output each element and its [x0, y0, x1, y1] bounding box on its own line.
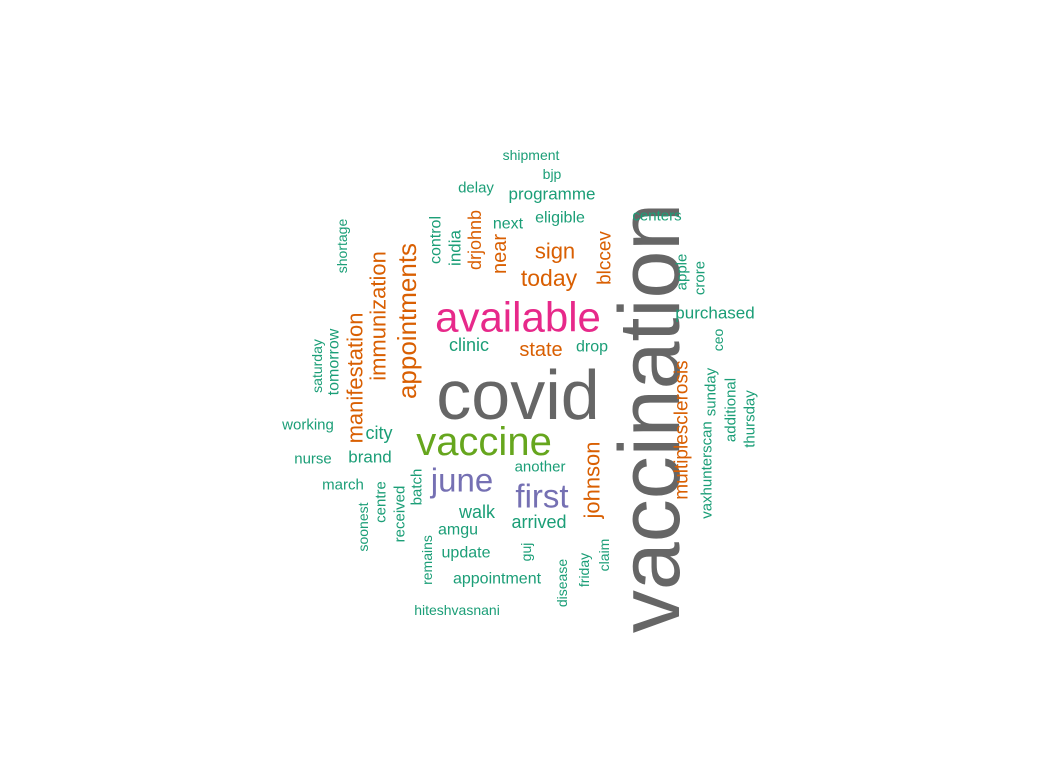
word-thursday: thursday	[742, 390, 759, 448]
word-remains: remains	[419, 535, 435, 585]
word-batch: batch	[409, 469, 426, 506]
word-hiteshvasnani: hiteshvasnani	[414, 602, 500, 618]
word-tomorrow: tomorrow	[326, 328, 343, 395]
word-vaccine: vaccine	[416, 420, 552, 464]
word-crore: crore	[692, 261, 709, 295]
word-available: available	[435, 294, 601, 341]
word-vaccination: vaccination	[602, 203, 698, 633]
word-march: march	[322, 477, 364, 494]
word-johnson: johnson	[580, 441, 605, 519]
word-drjohnb: drjohnb	[465, 210, 485, 270]
word-additional: additional	[723, 378, 740, 442]
word-nurse: nurse	[294, 451, 332, 468]
word-brand: brand	[348, 448, 391, 467]
word-amgu: amgu	[438, 522, 478, 539]
word-disease: disease	[554, 559, 570, 607]
word-multiplesclerosis: multiplesclerosis	[672, 360, 693, 499]
word-purchased: purchased	[675, 304, 754, 323]
word-immunization: immunization	[366, 251, 391, 381]
word-programme: programme	[509, 185, 596, 204]
word-arrived: arrived	[511, 512, 566, 532]
word-near: near	[489, 234, 511, 274]
word-walk: walk	[458, 502, 496, 522]
word-saturday: saturday	[309, 339, 325, 393]
word-apple: apple	[674, 254, 691, 291]
word-blccev: blccev	[595, 231, 616, 285]
word-soonest: soonest	[355, 502, 371, 551]
word-appointment: appointment	[453, 571, 542, 588]
word-centers: centers	[632, 208, 681, 225]
word-vaxhunterscan: vaxhunterscan	[699, 421, 716, 519]
word-manifestation: manifestation	[343, 313, 368, 444]
word-eligible: eligible	[535, 210, 585, 227]
word-received: received	[392, 486, 409, 543]
word-clinic: clinic	[449, 335, 489, 355]
word-working: working	[281, 417, 334, 434]
word-centre: centre	[373, 481, 390, 523]
word-bjp: bjp	[543, 166, 562, 182]
word-covid: covid	[436, 356, 599, 434]
word-guj: guj	[518, 543, 534, 562]
word-ceo: ceo	[710, 329, 726, 352]
word-sunday: sunday	[703, 367, 720, 416]
word-today: today	[521, 265, 578, 291]
word-shortage: shortage	[334, 219, 350, 274]
word-sign: sign	[535, 239, 575, 264]
word-drop: drop	[576, 339, 608, 356]
word-city: city	[366, 423, 393, 443]
word-june: june	[430, 462, 493, 499]
word-update: update	[442, 545, 491, 562]
word-next: next	[493, 216, 524, 233]
word-friday: friday	[576, 553, 592, 587]
word-first: first	[515, 478, 568, 515]
word-another: another	[515, 459, 566, 476]
word-state: state	[519, 339, 562, 361]
word-claim: claim	[596, 539, 612, 572]
word-control: control	[428, 216, 445, 264]
word-appointments: appointments	[392, 243, 422, 399]
word-delay: delay	[458, 180, 494, 197]
word-india: india	[446, 229, 465, 265]
word-shipment: shipment	[503, 147, 560, 163]
